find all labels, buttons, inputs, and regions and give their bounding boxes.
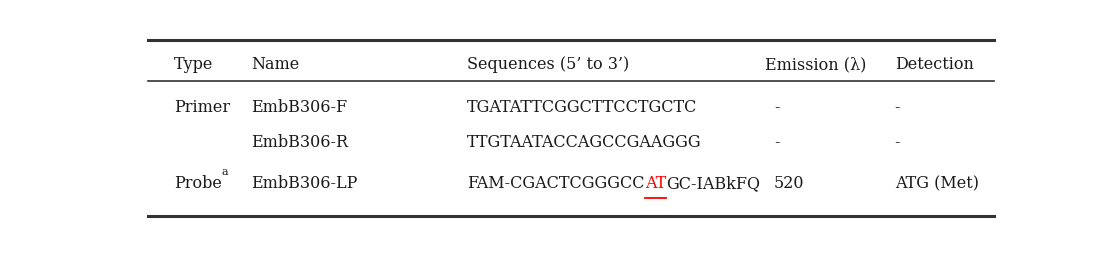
Text: EmbB306-F: EmbB306-F [252,99,348,116]
Text: EmbB306-R: EmbB306-R [252,134,349,151]
Text: Primer: Primer [174,99,229,116]
Text: Sequences (5’ to 3’): Sequences (5’ to 3’) [468,56,629,73]
Text: TGATATTCGGCTTCCTGCTC: TGATATTCGGCTTCCTGCTC [468,99,697,116]
Text: FAM-CGACTCGGGCC: FAM-CGACTCGGGCC [468,175,645,192]
Text: a: a [222,167,228,177]
Text: Type: Type [174,56,213,73]
Text: ATG (Met): ATG (Met) [895,175,979,192]
Text: GC-IABkFQ: GC-IABkFQ [666,175,760,192]
Text: Probe: Probe [174,175,222,192]
Text: Name: Name [252,56,300,73]
Text: Detection: Detection [895,56,974,73]
Text: EmbB306-LP: EmbB306-LP [252,175,358,192]
Text: -: - [774,134,780,151]
Text: -: - [895,99,900,116]
Text: -: - [895,134,900,151]
Text: Emission (λ): Emission (λ) [765,56,867,73]
Text: AT: AT [645,175,666,192]
Text: 520: 520 [774,175,804,192]
Text: TTGTAATACCAGCCGAAGGG: TTGTAATACCAGCCGAAGGG [468,134,702,151]
Text: -: - [774,99,780,116]
